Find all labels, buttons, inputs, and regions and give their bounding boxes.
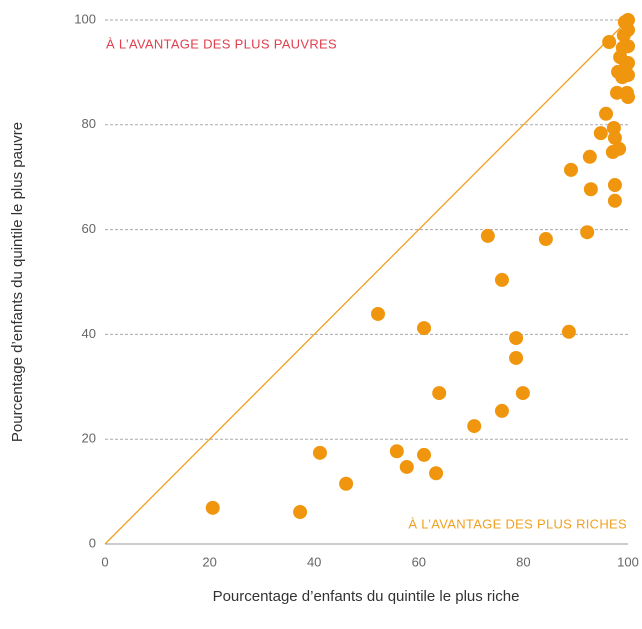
point bbox=[621, 55, 635, 70]
point bbox=[293, 505, 308, 520]
point bbox=[612, 141, 627, 156]
y-tick-label: 80 bbox=[82, 116, 96, 131]
point bbox=[607, 178, 622, 193]
point bbox=[417, 447, 432, 462]
point bbox=[599, 106, 614, 121]
x-tick-label: 80 bbox=[516, 554, 530, 569]
y-tick-label: 40 bbox=[82, 326, 96, 341]
x-tick-label: 40 bbox=[307, 554, 321, 569]
point bbox=[580, 225, 595, 240]
point bbox=[607, 130, 622, 145]
point bbox=[389, 444, 404, 459]
point bbox=[538, 232, 553, 247]
point bbox=[429, 466, 444, 481]
point bbox=[339, 476, 354, 491]
y-tick-label: 60 bbox=[82, 221, 96, 236]
point bbox=[371, 306, 386, 321]
point bbox=[432, 386, 447, 401]
point bbox=[621, 13, 635, 27]
x-axis-title: Pourcentage d’enfants du quintile le plu… bbox=[213, 588, 520, 605]
point bbox=[602, 35, 617, 50]
x-tick-label: 100 bbox=[617, 554, 639, 569]
point bbox=[312, 445, 327, 460]
x-tick-label: 0 bbox=[101, 554, 108, 569]
point bbox=[494, 403, 509, 418]
point bbox=[399, 459, 414, 474]
point bbox=[621, 39, 635, 54]
x-tick-label: 20 bbox=[202, 554, 216, 569]
point bbox=[621, 90, 635, 105]
y-tick-label: 0 bbox=[89, 535, 96, 550]
annotation: À L’AVANTAGE DES PLUS PAUVRES bbox=[106, 36, 337, 51]
point bbox=[509, 350, 524, 365]
y-tick-label: 100 bbox=[74, 11, 96, 26]
x-tick-label: 60 bbox=[412, 554, 426, 569]
y-tick-label: 20 bbox=[82, 431, 96, 446]
point bbox=[607, 193, 622, 208]
annotation: À L’AVANTAGE DES PLUS RICHES bbox=[408, 516, 627, 531]
point bbox=[582, 149, 597, 164]
diagonal-line bbox=[104, 19, 629, 545]
point bbox=[593, 126, 608, 141]
point bbox=[494, 272, 509, 287]
y-axis-title: Pourcentage d’enfants du quintile le plu… bbox=[9, 122, 26, 442]
point bbox=[561, 324, 576, 339]
point bbox=[205, 500, 220, 515]
point bbox=[610, 85, 625, 100]
point bbox=[515, 386, 530, 401]
point bbox=[480, 228, 495, 243]
point bbox=[563, 162, 578, 177]
point bbox=[583, 182, 598, 197]
point bbox=[417, 321, 432, 336]
point bbox=[509, 331, 524, 346]
point bbox=[467, 419, 482, 434]
point bbox=[621, 22, 635, 37]
